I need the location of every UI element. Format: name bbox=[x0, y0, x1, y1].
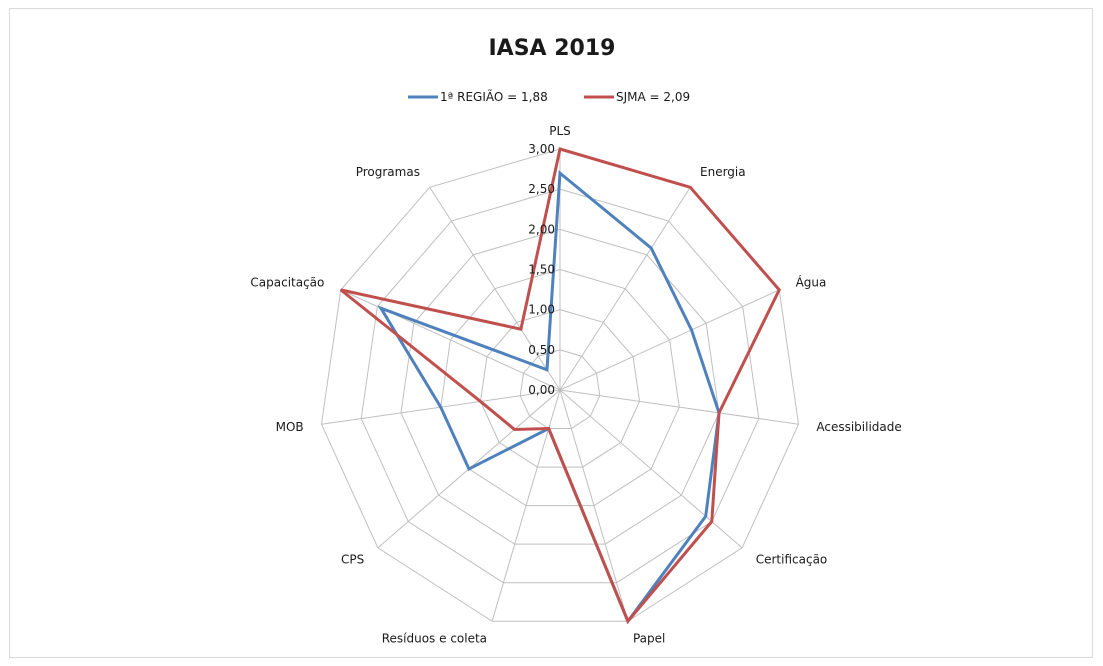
tick-label: 3,00 bbox=[528, 142, 555, 156]
category-label: Acessibilidade bbox=[816, 420, 901, 434]
tick-label: 2,00 bbox=[528, 222, 555, 236]
category-label: Programas bbox=[356, 165, 420, 179]
category-labels: PLS Energia Água Acessibilidade Certificação… bbox=[250, 124, 901, 646]
legend-label-series-2: SJMA = 2,09 bbox=[616, 90, 690, 104]
grid-ring-5 bbox=[360, 188, 760, 584]
chart-title: IASA 2019 bbox=[489, 36, 616, 61]
radar-series bbox=[339, 147, 782, 625]
category-label: Água bbox=[796, 274, 827, 289]
category-label: Papel bbox=[633, 632, 665, 646]
grid-ring-1 bbox=[519, 349, 601, 430]
grid-ring-3 bbox=[440, 268, 680, 507]
grid-spoke-4 bbox=[559, 389, 799, 425]
grid-spoke-10 bbox=[340, 289, 561, 391]
grid-spoke-3 bbox=[559, 289, 780, 391]
tick-label: 0,00 bbox=[528, 383, 555, 397]
tick-label: 1,00 bbox=[528, 303, 555, 317]
tick-label: 1,50 bbox=[528, 263, 555, 277]
category-label: CPS bbox=[341, 553, 364, 567]
legend: 1ª REGIÃO = 1,88 SJMA = 2,09 bbox=[408, 89, 690, 104]
grid-spoke-6 bbox=[559, 389, 629, 622]
category-label: Capacitação bbox=[250, 275, 324, 289]
category-label: Energia bbox=[700, 165, 746, 179]
series-line-2 bbox=[339, 147, 782, 625]
grid-spoke-2 bbox=[559, 186, 691, 391]
grid-ring-4 bbox=[400, 228, 720, 545]
category-label: MOB bbox=[276, 420, 304, 434]
series-line-1 bbox=[377, 170, 721, 625]
chart-frame: IASA 2019 1ª REGIÃO = 1,88 SJMA = 2,09 0… bbox=[9, 8, 1093, 658]
legend-label-series-1: 1ª REGIÃO = 1,88 bbox=[440, 89, 548, 104]
tick-label: 2,50 bbox=[528, 182, 555, 196]
category-label: PLS bbox=[549, 124, 571, 138]
radar-grid bbox=[320, 148, 800, 622]
grid-ring-2 bbox=[479, 309, 641, 468]
tick-label: 0,50 bbox=[528, 343, 555, 357]
radial-tick-labels: 0,00 0,50 1,00 1,50 2,00 2,50 3,00 bbox=[528, 142, 555, 397]
category-label: Resíduos e coleta bbox=[382, 632, 487, 646]
grid-spoke-11 bbox=[429, 186, 561, 391]
category-label: Certificação bbox=[756, 553, 828, 567]
radar-chart: IASA 2019 1ª REGIÃO = 1,88 SJMA = 2,09 0… bbox=[250, 36, 901, 646]
